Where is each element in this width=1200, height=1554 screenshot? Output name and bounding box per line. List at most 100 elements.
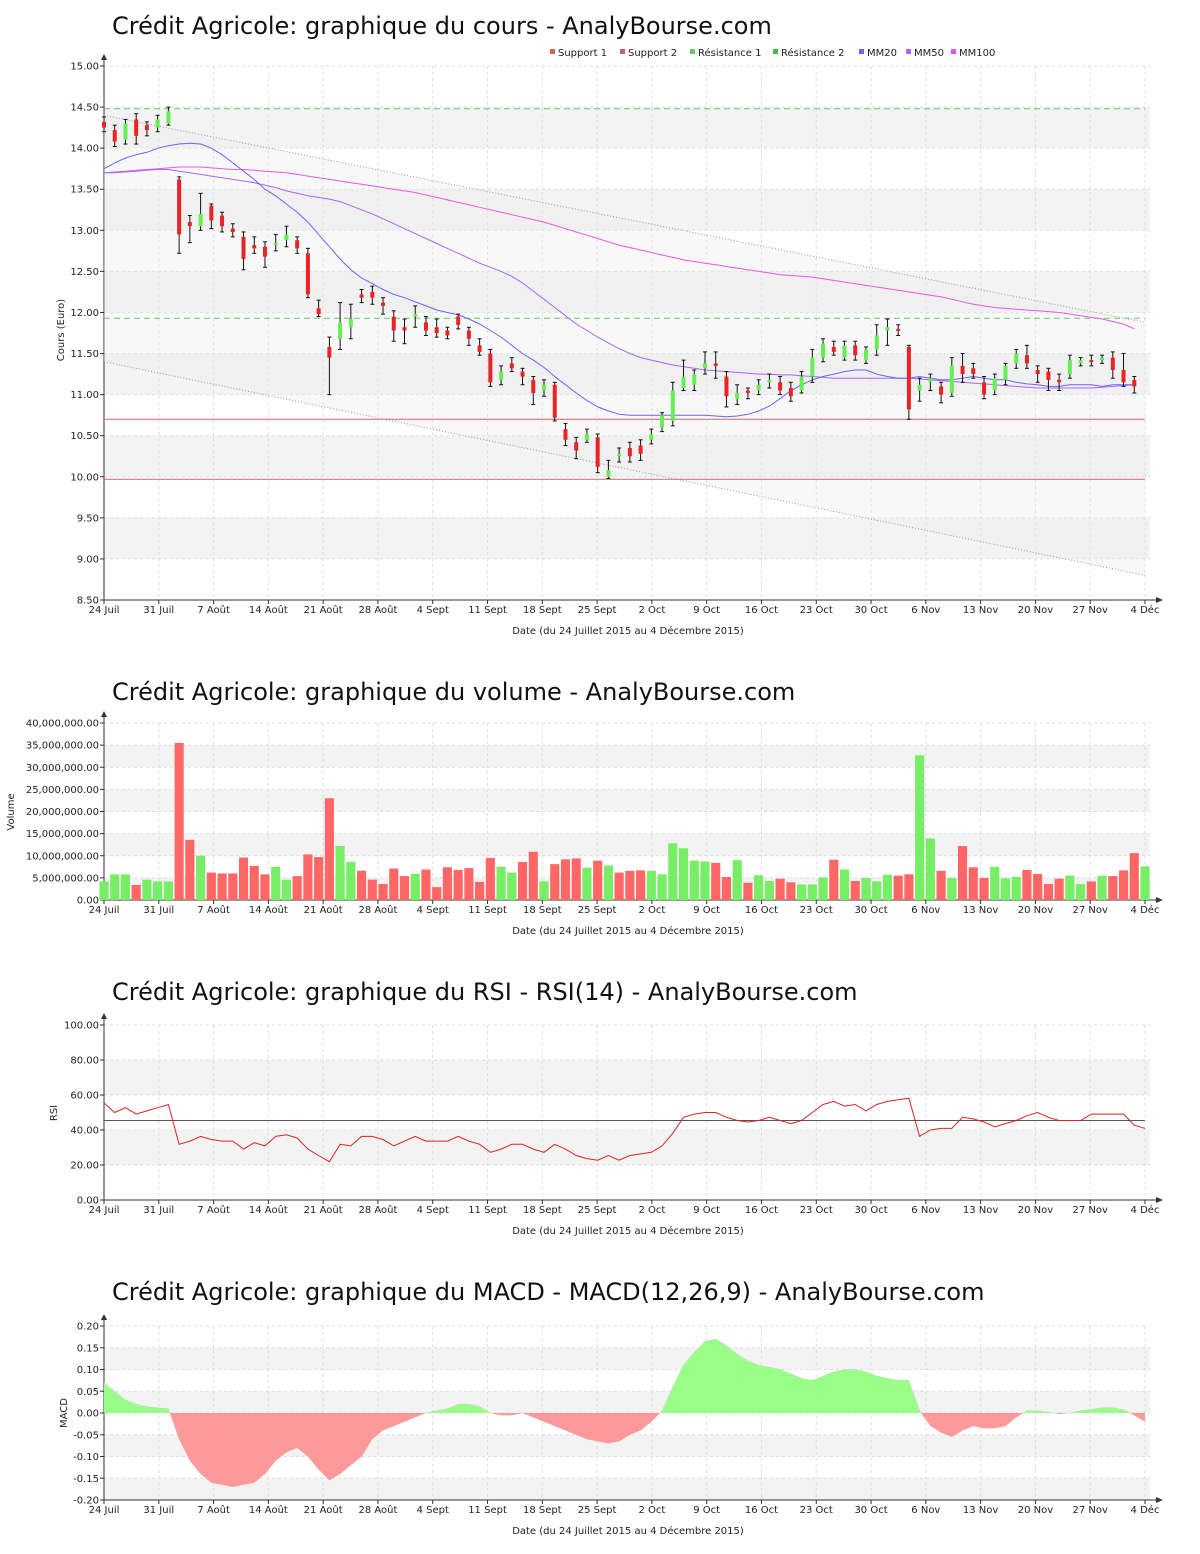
candle	[370, 285, 375, 305]
rsi-x-tick-label: 14 Août	[249, 1204, 288, 1216]
candle	[177, 176, 182, 254]
candle	[273, 233, 278, 252]
legend-label: Résistance 2	[781, 47, 844, 59]
volume-bar	[206, 872, 216, 900]
candle-body	[316, 308, 321, 315]
rsi-x-tick-label: 20 Nov	[1018, 1205, 1054, 1216]
rsi-x-tick-label: 30 Oct	[854, 1205, 887, 1216]
candle-body	[220, 215, 225, 227]
candle-body	[853, 345, 858, 356]
volume-bar	[850, 880, 860, 900]
price-x-tick-label: 30 Oct	[854, 605, 887, 616]
rsi-y-tick-label: 100.00	[64, 1021, 99, 1032]
candle	[799, 371, 804, 394]
candle	[477, 338, 482, 356]
price-x-tick-label: 9 Oct	[693, 605, 720, 616]
candle	[166, 106, 171, 126]
rsi-chart-title: Crédit Agricole: graphique du RSI - RSI(…	[112, 978, 858, 1006]
candle	[316, 299, 321, 318]
price-x-tick-label: 4 Sept	[417, 605, 449, 616]
candle	[660, 412, 665, 433]
candle-body	[702, 363, 707, 369]
candle	[1110, 351, 1115, 379]
volume-grid-band	[104, 833, 1150, 856]
rsi-grid-band	[104, 1060, 1150, 1095]
candle	[713, 351, 718, 379]
macd-y-tick-label: -0.20	[73, 1496, 99, 1507]
candle	[445, 326, 450, 340]
candle-body	[466, 330, 471, 339]
volume-bar	[378, 884, 388, 900]
candle	[295, 236, 300, 254]
candle	[456, 313, 461, 330]
candle	[831, 340, 836, 356]
volume-bar	[174, 742, 184, 900]
volume-bar	[614, 872, 624, 900]
candle-body	[681, 376, 686, 389]
candle-body	[627, 448, 632, 457]
candle	[917, 377, 922, 402]
macd-grid-band	[104, 1347, 1150, 1370]
legend-swatch	[550, 49, 555, 54]
price-grid-band	[104, 107, 1150, 149]
volume-x-tick-label: 28 Août	[358, 904, 397, 916]
candle-body	[1057, 379, 1062, 383]
volume-bar	[1129, 853, 1139, 900]
candle-body	[209, 205, 214, 221]
macd-x-tick-label: 18 Sept	[523, 1505, 562, 1516]
candle-body	[295, 240, 300, 249]
candle-body	[552, 384, 557, 418]
volume-bar	[786, 882, 796, 900]
price-y-tick-label: 9.50	[77, 513, 99, 524]
candle	[134, 113, 139, 145]
volume-bar	[163, 881, 173, 900]
volume-bar	[292, 876, 302, 900]
candle	[284, 225, 289, 248]
price-x-tick-label: 16 Oct	[745, 605, 778, 616]
price-plot-area: 15.00 14.50 14.00 13.50 13.00 12.50 12.00 11.50…	[70, 54, 1163, 616]
volume-bar	[678, 848, 689, 900]
candle-body	[1121, 369, 1126, 383]
candle-body	[638, 445, 643, 454]
volume-bar	[1000, 878, 1011, 900]
price-legend: Support 1 Support 2 Résistance 1 Résistance…	[550, 47, 995, 59]
volume-y-tick-label: 15,000,000.00	[26, 829, 99, 840]
candle	[863, 346, 868, 364]
candle	[305, 247, 310, 299]
price-y-axis-label: Cours (Euro)	[56, 299, 67, 362]
volume-bar	[1086, 881, 1096, 900]
candle-body	[112, 130, 117, 142]
price-x-tick-label: 24 Juil	[89, 605, 120, 616]
candle-body	[520, 371, 525, 377]
volume-y-axis-label: Volume	[6, 793, 17, 830]
legend-label: MM50	[914, 48, 944, 59]
price-x-tick-label: 20 Nov	[1018, 605, 1054, 616]
candle-body	[144, 125, 149, 131]
volume-bar	[625, 870, 635, 900]
candle	[262, 241, 267, 268]
candle	[1078, 357, 1083, 367]
volume-bar	[1108, 876, 1118, 900]
price-x-tick-label: 2 Oct	[638, 605, 665, 616]
candle	[939, 381, 944, 404]
candle	[542, 379, 547, 397]
macd-y-axis-label: MACD	[59, 1398, 70, 1428]
candle	[402, 318, 407, 345]
candle-body	[1024, 355, 1029, 364]
volume-bar	[217, 873, 227, 900]
rsi-x-tick-label: 23 Oct	[800, 1205, 833, 1216]
candle	[499, 365, 504, 386]
candle	[1100, 354, 1105, 364]
candle	[1132, 376, 1137, 394]
macd-x-tick-label: 4 Déc	[1131, 1504, 1160, 1516]
trend-channel-lower	[103, 361, 1146, 576]
candle-body	[348, 319, 353, 328]
price-x-axis-label: Date (du 24 Juillet 2015 au 4 Décembre 2…	[512, 625, 744, 637]
rsi-x-tick-label: 27 Nov	[1072, 1205, 1108, 1216]
volume-x-tick-label: 11 Sept	[468, 905, 507, 916]
candle	[724, 371, 729, 408]
candle	[520, 367, 525, 386]
volume-y-tick-label: 25,000,000.00	[26, 785, 99, 796]
candle-body	[1089, 360, 1094, 363]
volume-bar	[657, 874, 667, 900]
